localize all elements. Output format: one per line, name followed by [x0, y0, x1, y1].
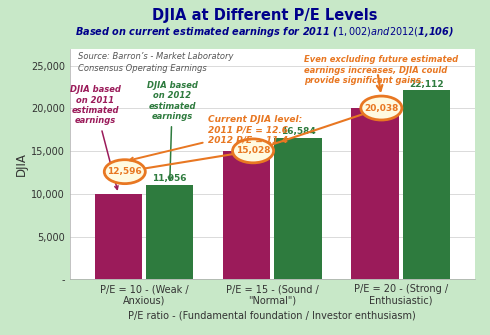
Bar	[351, 108, 399, 279]
Text: 11,056: 11,056	[152, 174, 187, 183]
Bar	[95, 194, 142, 279]
Text: Even excluding future estimated
earnings increases, DJIA could
provide significa: Even excluding future estimated earnings…	[304, 55, 459, 85]
Bar	[402, 90, 450, 279]
Ellipse shape	[233, 139, 273, 163]
Text: 22,112: 22,112	[409, 80, 443, 88]
Ellipse shape	[361, 96, 402, 120]
Text: 12,596: 12,596	[107, 167, 142, 176]
Bar	[274, 138, 322, 279]
Text: DJIA at Different P/E Levels: DJIA at Different P/E Levels	[152, 8, 377, 23]
Text: Based on current estimated earnings for 2011 ($1,002) and 2012 ($1,106): Based on current estimated earnings for …	[75, 25, 454, 39]
X-axis label: P/E ratio - (Fundamental foundation / Investor enthusiasm): P/E ratio - (Fundamental foundation / In…	[128, 310, 416, 320]
Y-axis label: DJIA: DJIA	[15, 152, 28, 176]
Ellipse shape	[104, 160, 146, 184]
Text: DJIA based
on 2012
estimated
earnings: DJIA based on 2012 estimated earnings	[147, 81, 197, 180]
Text: 10,019: 10,019	[101, 199, 136, 208]
Text: Current DJIA level:
2011 P/E = 12.6
2012 P/E = 11.4: Current DJIA level: 2011 P/E = 12.6 2012…	[130, 115, 302, 161]
Bar	[223, 151, 270, 279]
Text: Source: Barron’s - Market Laboratory
Consensus Operating Earnings: Source: Barron’s - Market Laboratory Con…	[78, 52, 233, 73]
Text: DJIA based
on 2011
estimated
earnings: DJIA based on 2011 estimated earnings	[70, 85, 121, 189]
Text: 15,028: 15,028	[236, 146, 270, 155]
Text: 16,584: 16,584	[281, 127, 316, 136]
Text: 20,038: 20,038	[364, 104, 398, 113]
Bar	[146, 185, 194, 279]
